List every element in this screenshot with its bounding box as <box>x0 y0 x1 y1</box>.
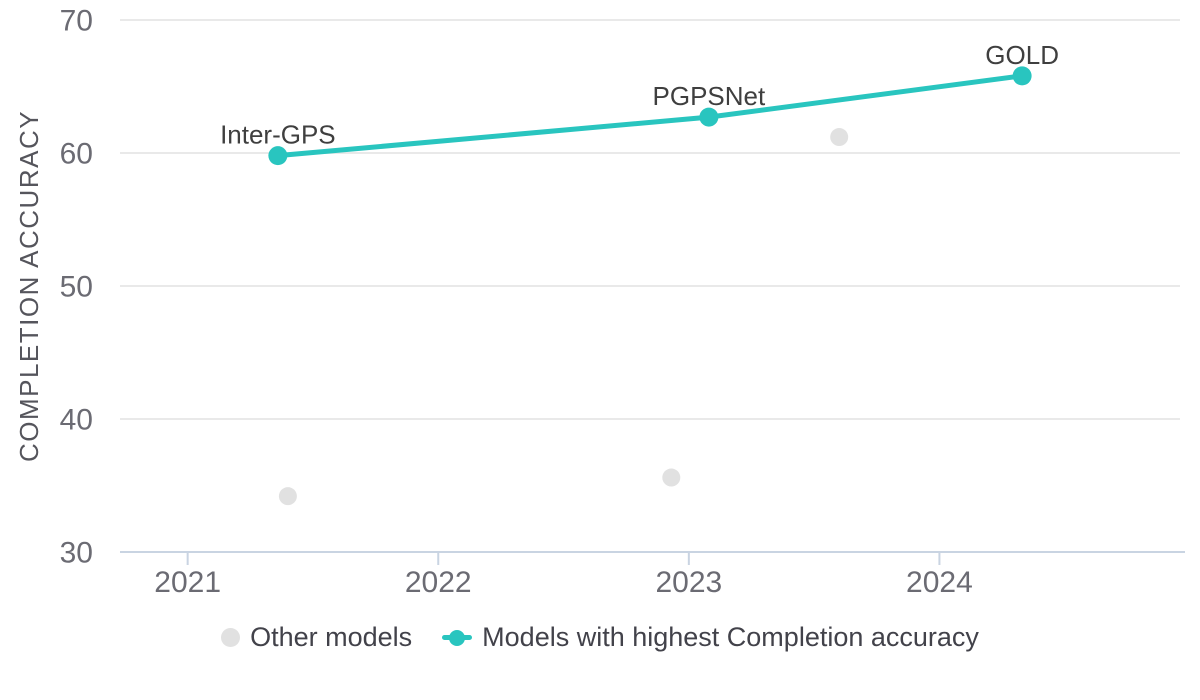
data-point-other-model[interactable] <box>830 128 849 147</box>
x-tick-label-2023: 2023 <box>655 566 722 599</box>
y-axis-title: COMPLETION ACCURACY <box>14 110 44 462</box>
point-label-inter-gps: Inter-GPS <box>220 120 336 150</box>
data-point-other-model[interactable] <box>662 468 681 487</box>
y-tick-label-40: 40 <box>60 404 93 437</box>
point-label-pgpsnet: PGPSNet <box>653 81 766 111</box>
highlight-line <box>275 73 1025 159</box>
legend: Other models Models with highest Complet… <box>0 622 1200 653</box>
x-tick-label-2021: 2021 <box>154 566 221 599</box>
series-other-models <box>278 128 849 506</box>
y-tick-label-50: 50 <box>60 271 93 304</box>
data-point-gold[interactable] <box>1012 66 1032 86</box>
legend-label-highest-completion: Models with highest Completion accuracy <box>482 622 979 652</box>
data-point-pgpsnet[interactable] <box>699 107 719 127</box>
series-models-with-highest-completion-accuracy: Inter-GPS PGPSNet GOLD <box>220 40 1059 166</box>
y-tick-label-30: 30 <box>60 537 93 570</box>
data-point-inter-gps[interactable] <box>268 146 288 166</box>
y-tick-label-70: 70 <box>60 5 93 38</box>
legend-item-highest-completion[interactable]: Models with highest Completion accuracy <box>442 622 979 653</box>
legend-label-other-models: Other models <box>250 622 413 652</box>
y-tick-label-60: 60 <box>60 138 93 171</box>
chart-plot-area: 30 40 50 60 70 2021 2022 2023 2024 Inter-GPS PGPS… <box>14 5 1185 600</box>
x-tick-label-2022: 2022 <box>405 566 472 599</box>
highlight-line-marker-icon <box>442 629 473 646</box>
legend-item-other-models[interactable]: Other models <box>221 622 412 653</box>
other-models-dot-icon <box>221 628 241 647</box>
series-layer: Inter-GPS PGPSNet GOLD <box>220 40 1059 506</box>
axis-layer: 30 40 50 60 70 2021 2022 2023 2024 <box>60 5 973 600</box>
data-point-other-model[interactable] <box>278 487 297 506</box>
x-tick-label-2024: 2024 <box>906 566 973 599</box>
point-label-gold: GOLD <box>985 40 1059 70</box>
